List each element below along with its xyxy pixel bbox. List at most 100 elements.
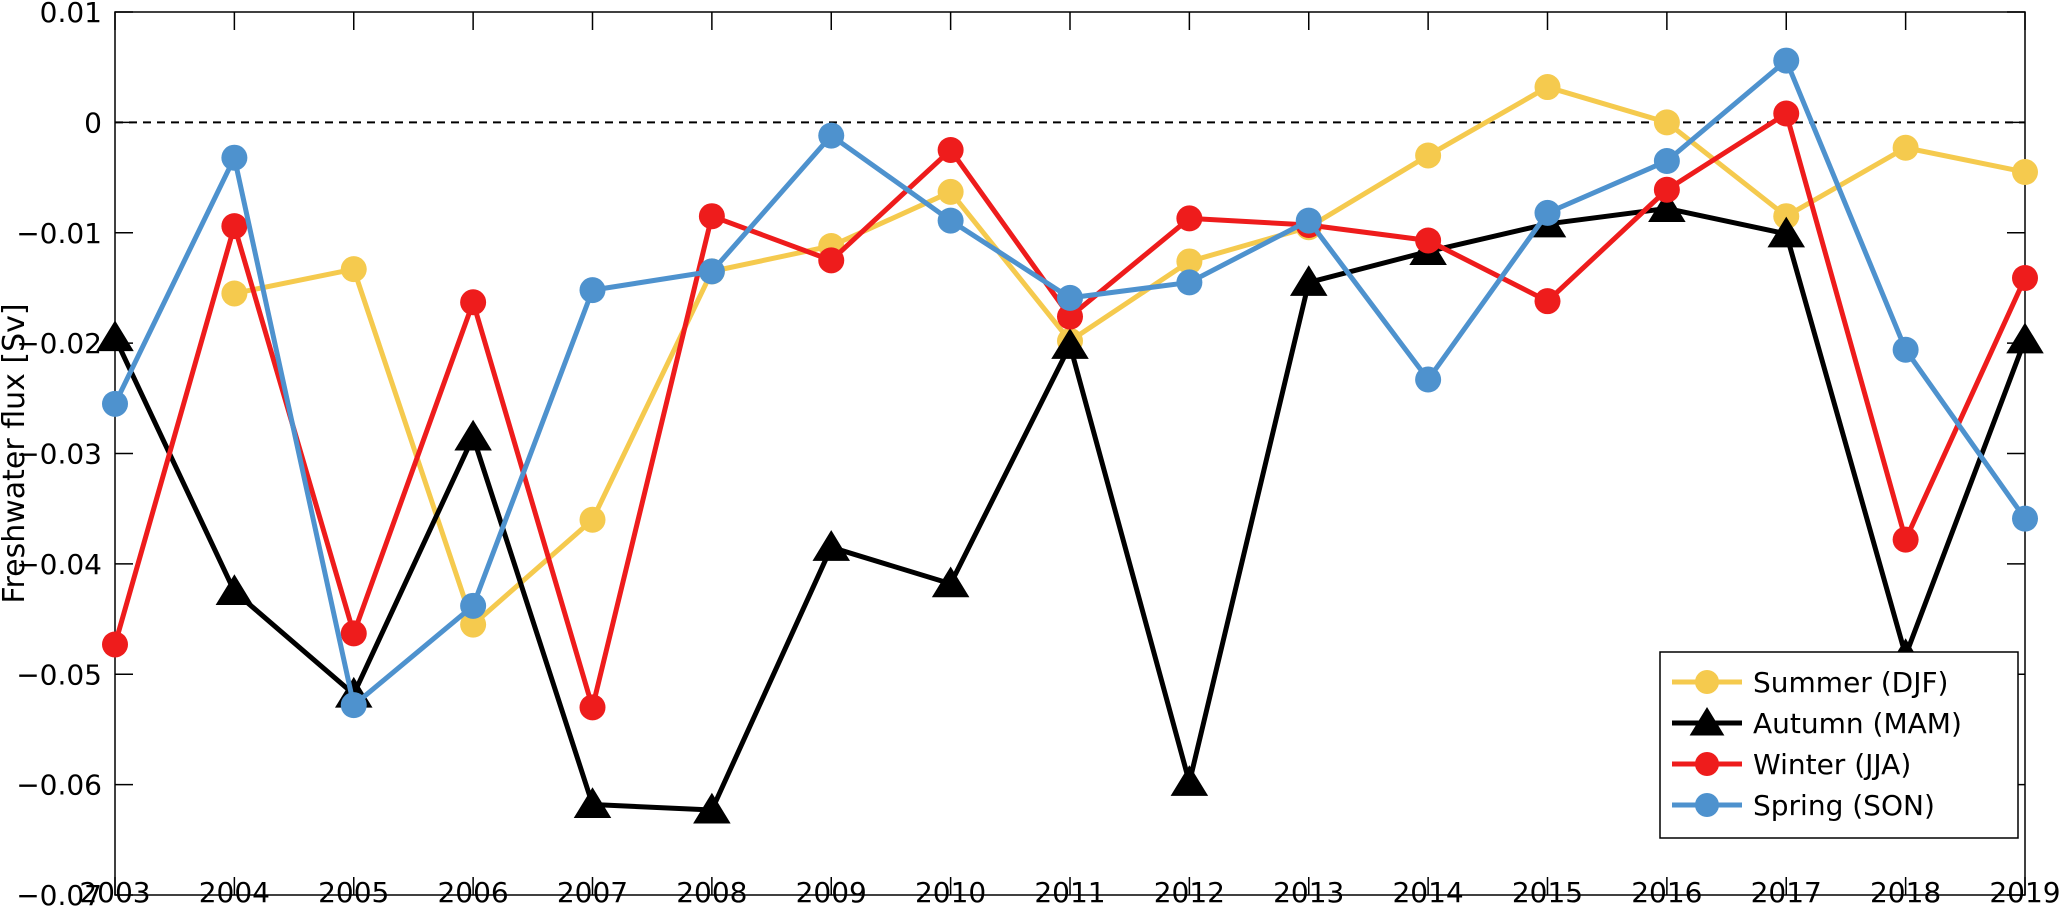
data-point xyxy=(579,694,606,721)
data-point xyxy=(1176,248,1203,275)
data-point xyxy=(1170,765,1209,796)
data-point xyxy=(1295,207,1322,234)
data-point xyxy=(573,787,612,818)
legend-item: Spring (SON) xyxy=(1672,789,1935,822)
legend-label: Autumn (MAM) xyxy=(1753,707,1962,740)
data-point xyxy=(1415,366,1442,393)
data-point xyxy=(1289,265,1328,296)
series-line xyxy=(112,58,2028,708)
data-point xyxy=(221,144,248,171)
legend-swatch-marker xyxy=(1695,670,1719,694)
data-point xyxy=(1773,100,1800,127)
y-tick-label: 0 xyxy=(84,106,102,139)
data-point xyxy=(2012,265,2038,292)
data-point xyxy=(1653,148,1680,175)
y-tick-label: −0.06 xyxy=(16,769,102,802)
legend-item: Summer (DJF) xyxy=(1672,666,1948,699)
data-point xyxy=(1773,203,1800,230)
data-point xyxy=(937,178,964,205)
data-point xyxy=(215,574,254,605)
x-tick-label: 2019 xyxy=(1989,876,2060,907)
legend-item: Winter (JJA) xyxy=(1672,748,1911,781)
data-point xyxy=(2012,159,2038,186)
x-tick-label: 2004 xyxy=(199,876,270,907)
tick-labels: 2003 2004 2005 2006 2007 2008 2009 2010 2011 2012… xyxy=(16,0,2060,907)
data-point xyxy=(1057,303,1083,330)
x-tick-label: 2003 xyxy=(79,876,150,907)
x-tick-label: 2017 xyxy=(1751,876,1822,907)
data-point xyxy=(1648,191,1686,222)
data-point xyxy=(579,506,606,533)
data-point xyxy=(340,620,367,647)
x-tick-label: 2006 xyxy=(437,876,508,907)
y-tick-label: −0.03 xyxy=(16,438,102,471)
data-point xyxy=(1415,227,1442,254)
x-tick-label: 2009 xyxy=(796,876,867,907)
series-winter xyxy=(102,100,2038,721)
y-tick-label: −0.05 xyxy=(16,658,102,691)
data-point xyxy=(1534,288,1561,315)
x-tick-label: 2012 xyxy=(1154,876,1225,907)
y-tick-label: −0.02 xyxy=(16,327,102,360)
data-point xyxy=(460,592,487,619)
data-point xyxy=(693,792,731,824)
data-point xyxy=(698,258,725,285)
data-point xyxy=(460,611,487,638)
data-point xyxy=(102,390,128,417)
x-tick-label: 2005 xyxy=(318,876,389,907)
legend-label: Spring (SON) xyxy=(1753,789,1935,822)
data-point xyxy=(579,277,606,304)
data-point xyxy=(102,631,128,658)
series-spring xyxy=(102,47,2038,719)
x-tick-label: 2013 xyxy=(1273,876,1344,907)
series-line xyxy=(233,84,2026,628)
legend-label: Winter (JJA) xyxy=(1753,748,1911,781)
legend-label: Summer (DJF) xyxy=(1753,666,1948,699)
data-point xyxy=(1653,176,1680,203)
data-point xyxy=(937,207,964,234)
data-point xyxy=(812,530,851,561)
legend-swatch-marker xyxy=(1689,707,1725,736)
data-point xyxy=(1415,142,1442,169)
data-point xyxy=(460,289,487,316)
data-point xyxy=(1176,269,1203,296)
x-tick-label: 2015 xyxy=(1512,876,1583,907)
data-point xyxy=(1534,199,1561,226)
data-point xyxy=(221,213,248,240)
y-tick-label: −0.01 xyxy=(16,217,102,250)
data-point xyxy=(818,122,845,149)
x-tick-label: 2007 xyxy=(557,876,628,907)
data-point xyxy=(1773,47,1800,74)
data-point xyxy=(1653,109,1680,136)
x-tick-label: 2010 xyxy=(915,876,986,907)
legend-swatch-marker xyxy=(1695,793,1719,817)
data-point xyxy=(1176,205,1203,232)
data-point xyxy=(1534,74,1561,101)
data-point xyxy=(96,320,134,352)
data-point xyxy=(818,247,845,274)
data-point xyxy=(1892,134,1919,161)
data-point xyxy=(2012,505,2038,532)
data-point xyxy=(1892,336,1919,363)
x-tick-label: 2014 xyxy=(1392,876,1463,907)
data-point xyxy=(1892,526,1919,553)
data-point xyxy=(937,136,964,163)
data-point xyxy=(1767,216,1806,248)
y-tick-label: −0.04 xyxy=(16,548,102,581)
data-point xyxy=(1051,328,1089,359)
data-point xyxy=(454,419,492,451)
series-layer xyxy=(96,47,2044,824)
data-point xyxy=(1057,284,1083,311)
data-point xyxy=(698,203,725,230)
x-tick-label: 2018 xyxy=(1870,876,1941,907)
data-point xyxy=(2006,322,2044,354)
legend: Summer (DJF) Autumn (MAM) Winter (JJA) Spri… xyxy=(1659,651,2019,839)
x-tick-label: 2016 xyxy=(1631,876,1702,907)
axes xyxy=(114,11,2026,896)
legend-item: Autumn (MAM) xyxy=(1672,707,1962,740)
x-tick-label: 2011 xyxy=(1034,876,1105,907)
legend-swatch-marker xyxy=(1695,752,1719,776)
y-tick-label: −0.07 xyxy=(16,879,102,907)
